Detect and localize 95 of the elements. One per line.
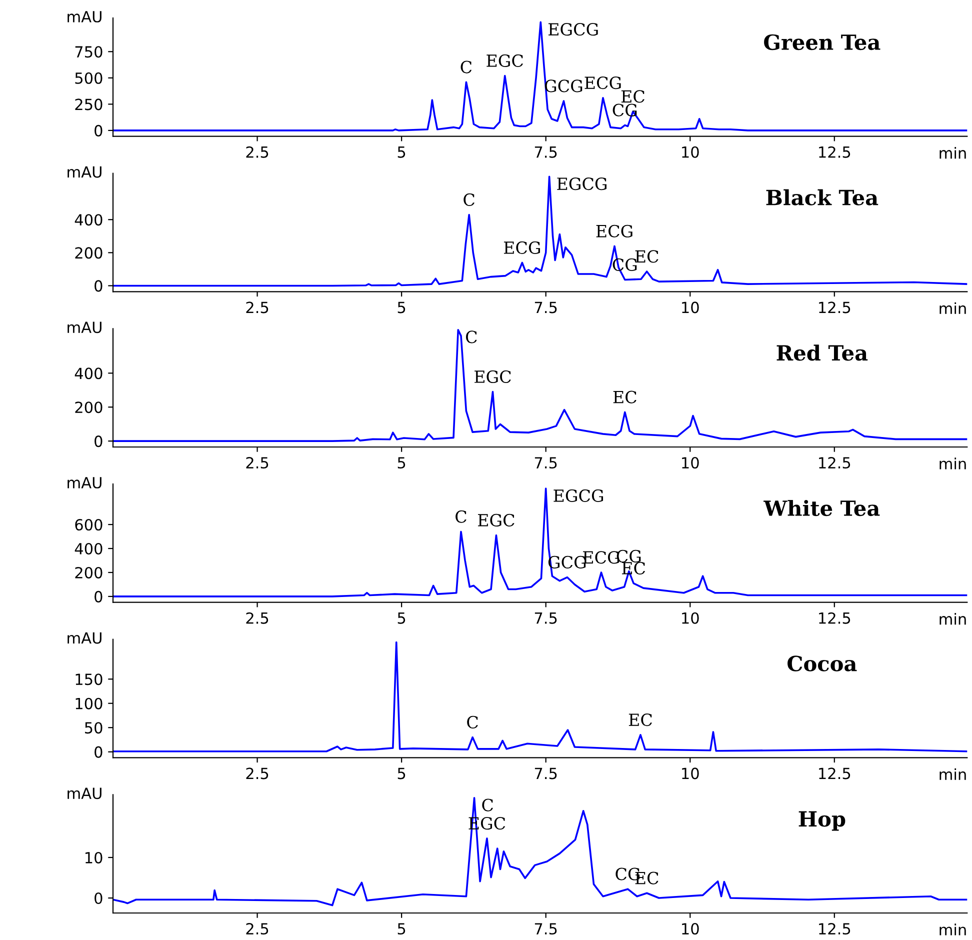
x-tick-label: 10 [682,456,699,469]
text: Black Tea [766,189,878,206]
x-tick-label: 12.5 [819,922,850,935]
x-tick-label: 5 [398,923,406,935]
x-tick-label: 5 [398,768,406,780]
x-axis-title: min [940,768,966,780]
x-tick-label: 7.5 [534,612,557,624]
y-tick-label: 200 [75,247,102,259]
annotation: EGCG [554,489,604,502]
y-tick-label: 10 [86,852,102,864]
x-tick-label: 2.5 [246,456,268,469]
x-tick-label: 12.5 [819,456,850,469]
annotation: C [456,510,466,523]
x-axis-title: min [940,458,966,470]
annotation: C [464,193,474,206]
x-axis-title: min [940,302,966,314]
x-tick-label: 7.5 [534,923,557,935]
annotation: ECG [584,76,621,90]
x-tick-label: 7.5 [534,457,557,469]
line-series [113,176,968,287]
y-axis-title: mAU [68,166,102,178]
line-series [113,488,968,598]
y-tick-label: 750 [75,46,102,58]
x-tick-label: 7.5 [534,302,557,314]
annotation: EC [613,390,636,404]
y-tick-label: 400 [74,368,102,380]
y-tick-label: 50 [85,722,102,734]
annotation: EGC [474,370,511,384]
y-tick-label: 0 [94,280,102,292]
annotation: EC [635,250,658,263]
x-tick-label: 7.5 [534,146,557,158]
x-axis-title: min [940,924,966,936]
y-tick-label: 150 [76,674,102,686]
y-tick-label: 0 [94,590,102,602]
x-tick-label: 2.5 [246,612,268,624]
y-tick-label: 0 [94,746,102,758]
y-axis-title: mAU [68,11,102,22]
x-tick-label: 2.5 [246,922,268,935]
x-tick-label: 2.5 [246,302,268,314]
x-tick-label: 10 [682,612,699,624]
annotation: C [466,330,477,344]
annotation: EGCG [557,177,606,190]
x-tick-label: 5 [398,302,406,314]
x-tick-label: 2.5 [246,768,268,780]
text: Cocoa [788,656,857,672]
x-tick-label: 12.5 [819,768,850,780]
y-tick-label: 600 [75,518,102,531]
y-tick-label: 0 [94,892,102,904]
y-tick-label: 0 [94,436,102,448]
annotation: EC [622,562,646,574]
x-tick-label: 12.5 [819,302,850,314]
annotation: EGC [478,514,514,527]
line-series [113,21,968,132]
x-tick-label: 2.5 [246,146,268,158]
x-axis-title: min [940,612,966,625]
x-tick-label: 10 [682,302,699,314]
x-tick-label: 7.5 [534,768,557,780]
y-tick-label: 500 [75,72,102,84]
line-series [113,797,968,906]
annotation: EC [621,90,644,103]
x-tick-label: 10 [682,768,699,780]
x-tick-label: 10 [682,146,699,158]
y-tick-label: 400 [74,214,102,226]
y-axis-title: mAU [68,632,102,644]
y-axis-title: mAU [68,477,102,488]
annotation: CG [612,104,637,116]
annotation: ECG [504,241,540,254]
line-series [113,328,968,442]
annotation: EGCG [548,23,598,36]
y-tick-label: 400 [74,542,102,555]
y-tick-label: 0 [94,124,102,136]
text: Green Tea [764,34,880,50]
text: Red Tea [776,344,868,361]
text: Hop [798,811,846,831]
y-axis-title: mAU [68,322,102,334]
annotation: ECG [596,224,632,238]
x-tick-label: 12.5 [819,612,850,624]
y-axis-title: mAU [68,788,102,800]
annotation: C [460,60,472,74]
x-tick-label: 5 [398,457,406,469]
y-tick-label: 200 [75,402,102,414]
y-tick-label: 200 [75,566,102,578]
annotation: C [467,716,478,729]
annotation: EC [628,713,652,726]
y-tick-label: 100 [76,698,102,710]
y-tick-label: 250 [75,98,102,110]
x-tick-label: 12.5 [819,146,850,158]
annotation: C [482,798,493,812]
x-tick-label: 10 [682,922,699,935]
line-series [113,641,968,752]
x-tick-label: 5 [398,612,406,624]
x-axis-title: min [940,146,966,159]
annotation: EGC [486,54,523,68]
text: White Tea [764,500,880,516]
x-tick-label: 5 [398,146,406,158]
